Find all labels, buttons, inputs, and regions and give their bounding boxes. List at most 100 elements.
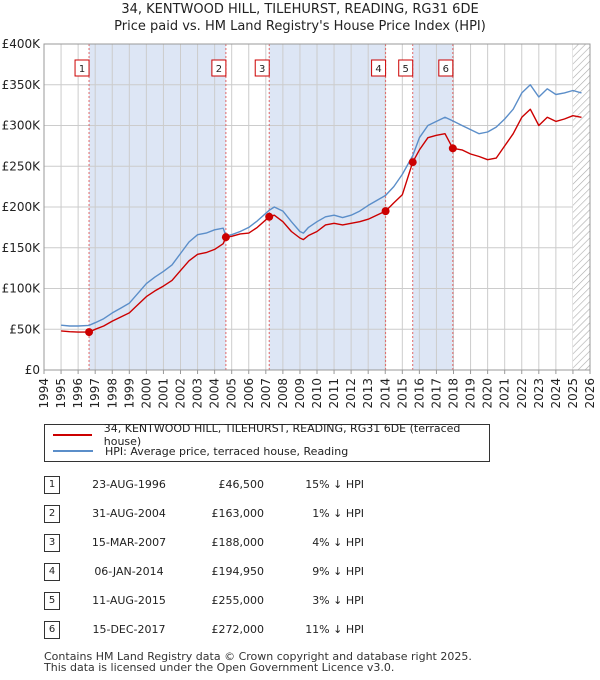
sale-date: 06-JAN-2014 xyxy=(94,565,164,578)
sale-price: £188,000 xyxy=(211,536,265,549)
hpi-series-line xyxy=(61,84,582,327)
x-tick-label: 2001 xyxy=(156,378,170,409)
y-tick-label: £250K xyxy=(2,159,42,173)
x-tick-label: 2016 xyxy=(412,378,426,409)
x-tick-label: 1998 xyxy=(105,378,119,409)
table-row: 3 15-MAR-2007 £188,000 4% ↓ HPI xyxy=(44,528,364,557)
x-tick-label: 2018 xyxy=(447,378,461,409)
x-tick-label: 2022 xyxy=(515,378,529,409)
x-tick-label: 2021 xyxy=(498,378,512,409)
legend-label-hpi: HPI: Average price, terraced house, Read… xyxy=(105,444,349,458)
x-tick-label: 2017 xyxy=(429,378,443,409)
legend-label-property: 34, KENTWOOD HILL, TILEHURST, READING, R… xyxy=(103,422,461,448)
table-row: 6 15-DEC-2017 £272,000 11% ↓ HPI xyxy=(44,615,364,644)
sale-marker-box xyxy=(254,59,270,77)
sale-hpi-diff: 9% ↓ HPI xyxy=(312,565,364,578)
sale-marker-label: 1 xyxy=(79,64,85,75)
table-row: 2 31-AUG-2004 £163,000 1% ↓ HPI xyxy=(44,499,364,528)
sale-number-badge: 4 xyxy=(44,562,60,581)
sale-marker-label: 4 xyxy=(375,64,381,75)
sale-marker-box xyxy=(371,59,387,77)
sale-hpi-diff: 3% ↓ HPI xyxy=(312,594,364,607)
x-tick-label: 1995 xyxy=(54,378,68,409)
sale-date: 31-AUG-2004 xyxy=(92,507,166,520)
sale-marker-box xyxy=(74,59,90,77)
sale-date: 15-DEC-2017 xyxy=(92,623,166,636)
x-tick-label: 2006 xyxy=(242,378,256,409)
x-tick-label: 2007 xyxy=(259,378,273,409)
legend-item-hpi: HPI: Average price, terraced house, Read… xyxy=(53,443,348,459)
x-tick-label: 2013 xyxy=(361,378,375,409)
footer-licence: This data is licensed under the Open Gov… xyxy=(44,661,395,674)
y-tick-label: £100K xyxy=(2,282,42,296)
legend-swatch-hpi xyxy=(53,450,93,452)
x-tick-label: 2019 xyxy=(464,378,478,409)
x-tick-label: 2002 xyxy=(174,378,188,409)
sale-date: 23-AUG-1996 xyxy=(92,478,166,491)
x-tick-label: 2014 xyxy=(378,378,392,409)
sale-marker-label: 5 xyxy=(403,64,409,75)
footer: Contains HM Land Registry data © Crown c… xyxy=(44,651,472,673)
sale-price: £272,000 xyxy=(211,623,265,636)
y-tick-label: £0 xyxy=(25,363,40,377)
legend-item-property: 34, KENTWOOD HILL, TILEHURST, READING, R… xyxy=(53,422,489,448)
sale-number-badge: 2 xyxy=(44,504,60,523)
legend: 34, KENTWOOD HILL, TILEHURST, READING, R… xyxy=(44,422,490,462)
sale-price: £194,950 xyxy=(211,565,265,578)
sale-hpi-diff: 15% ↓ HPI xyxy=(305,478,364,491)
x-tick-label: 1996 xyxy=(71,378,85,409)
x-tick-label: 1997 xyxy=(88,378,102,409)
x-tick-label: 2011 xyxy=(327,378,341,409)
y-tick-label: £150K xyxy=(2,241,42,255)
sale-marker-box xyxy=(211,59,227,77)
price-chart: 1 2 3 4 5 6 £0 £50K £100K £150K £200K £250K £300K £3… xyxy=(2,37,597,409)
x-tick-label: 2003 xyxy=(191,378,205,409)
x-tick-label: 2015 xyxy=(395,378,409,409)
table-row: 4 06-JAN-2014 £194,950 9% ↓ HPI xyxy=(44,557,364,586)
y-tick-label: £50K xyxy=(9,322,41,336)
sale-number-badge: 6 xyxy=(44,620,60,639)
legend-swatch-property xyxy=(53,434,92,436)
sale-price: £163,000 xyxy=(211,507,265,520)
sale-point xyxy=(448,144,457,153)
sale-marker-label: 3 xyxy=(259,64,265,75)
x-tick-label: 1994 xyxy=(37,378,51,409)
x-tick-label: 2008 xyxy=(276,378,290,409)
footer-copyright: Contains HM Land Registry data © Crown c… xyxy=(44,650,472,663)
table-row: 1 23-AUG-1996 £46,500 15% ↓ HPI xyxy=(44,470,364,499)
sale-hpi-diff: 1% ↓ HPI xyxy=(312,507,364,520)
x-tick-label: 2012 xyxy=(344,378,358,409)
chart-title: 34, KENTWOOD HILL, TILEHURST, READING, R… xyxy=(121,2,479,17)
sale-number-badge: 1 xyxy=(44,475,60,494)
chart-subtitle: Price paid vs. HM Land Registry's House … xyxy=(114,19,486,34)
sale-point xyxy=(381,207,390,216)
x-tick-label: 2010 xyxy=(310,378,324,409)
x-tick-label: 2004 xyxy=(208,378,222,409)
table-row: 5 11-AUG-2015 £255,000 3% ↓ HPI xyxy=(44,586,364,615)
sale-point xyxy=(221,233,230,242)
property-series-line xyxy=(61,108,582,333)
y-tick-label: £350K xyxy=(2,78,42,92)
x-tick-label: 2000 xyxy=(139,378,153,409)
sale-price: £255,000 xyxy=(211,594,265,607)
x-tick-label: 2020 xyxy=(481,378,495,409)
sale-price: £46,500 xyxy=(218,478,265,491)
sale-hpi-diff: 4% ↓ HPI xyxy=(312,536,364,549)
sale-marker-box xyxy=(438,59,454,77)
forecast-hatch-region xyxy=(572,44,590,370)
x-tick-label: 1999 xyxy=(122,378,136,409)
sale-point xyxy=(85,328,94,337)
y-tick-label: £200K xyxy=(2,200,42,214)
sale-date: 11-AUG-2015 xyxy=(92,594,166,607)
y-tick-label: £400K xyxy=(2,37,42,51)
sale-number-badge: 3 xyxy=(44,533,60,552)
sales-table: 1 23-AUG-1996 £46,500 15% ↓ HPI 2 31-AUG… xyxy=(44,470,364,644)
x-tick-label: 2025 xyxy=(566,378,580,409)
sale-hpi-diff: 11% ↓ HPI xyxy=(305,623,364,636)
sale-marker-label: 2 xyxy=(216,64,222,75)
y-tick-label: £300K xyxy=(2,119,42,133)
x-tick-label: 2026 xyxy=(583,378,597,409)
x-tick-label: 2023 xyxy=(532,378,546,409)
x-tick-label: 2024 xyxy=(549,378,563,409)
sale-point xyxy=(265,212,274,221)
